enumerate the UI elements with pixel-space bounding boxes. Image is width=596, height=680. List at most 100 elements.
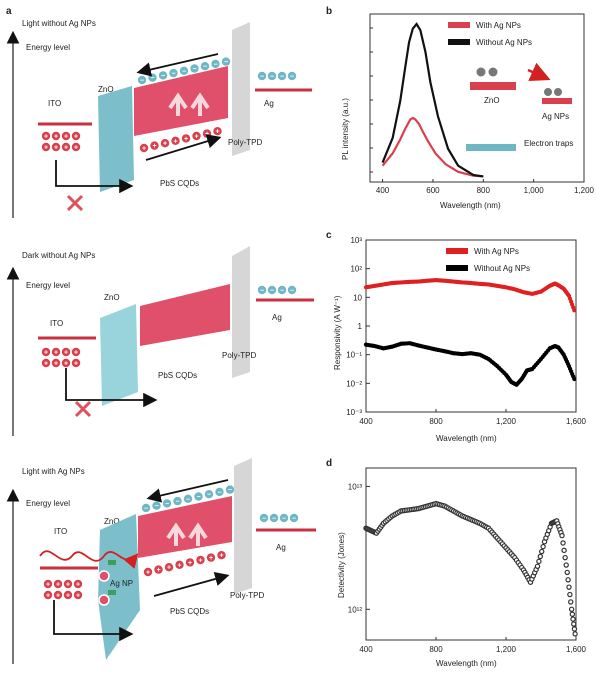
band-diagram-light-without-agnp: Light without Ag NPs Energy level ITO Zn… <box>6 19 312 218</box>
electron <box>162 499 172 508</box>
pbs-band <box>140 284 230 346</box>
x-tick-label: 400 <box>359 645 373 654</box>
ag-np-label: Ag NP <box>110 579 133 588</box>
y-tick-label: 10³ <box>350 236 362 245</box>
chart-responsivity: Responsivity (A W⁻¹) Wavelength (nm) 400… <box>333 236 587 443</box>
hole-sign: + <box>44 134 48 141</box>
electron <box>190 64 199 73</box>
electron-icon <box>544 88 552 96</box>
hole <box>175 560 184 569</box>
hole <box>192 131 201 141</box>
up-arrow-icon <box>190 92 210 116</box>
electron-sign: − <box>144 506 148 513</box>
electron <box>183 494 193 503</box>
hole-sign: + <box>177 562 181 569</box>
electron <box>267 285 277 295</box>
hole-sign: + <box>44 350 48 357</box>
electron <box>277 285 287 295</box>
electron-sign: − <box>213 61 217 68</box>
hole-sign: + <box>152 143 156 150</box>
inset-zno-bar <box>470 82 516 90</box>
hole-sign: + <box>64 361 68 368</box>
x-tick-label: 1,600 <box>566 645 587 654</box>
data-point <box>568 606 575 612</box>
electron <box>211 59 220 69</box>
zno-band <box>98 514 140 660</box>
y-axis-label: PL intensity (a.u.) <box>341 98 350 160</box>
electron <box>259 513 269 523</box>
hole-sign: + <box>184 136 188 143</box>
hole-sign: + <box>74 350 78 357</box>
legend-label: With Ag NPs <box>476 21 521 30</box>
series-line-1 <box>381 22 484 178</box>
electron-sign: − <box>203 64 207 71</box>
hole-sign: + <box>64 145 68 152</box>
up-arrow-icon <box>166 522 186 546</box>
y-tick-label: 10² <box>350 265 362 274</box>
electron <box>215 487 224 497</box>
legend: With Ag NPs Without Ag NPs <box>446 247 530 273</box>
hole <box>61 131 71 141</box>
hole <box>196 555 205 565</box>
electron-sign: − <box>270 74 274 81</box>
hole <box>171 136 180 145</box>
hole-sign: + <box>76 582 80 589</box>
x-tick-label: 1,000 <box>524 186 545 195</box>
axis-ticks: 400 800 1,200 1,600 10¹³ 10¹² <box>348 482 587 654</box>
x-tick-label: 1,600 <box>566 417 587 426</box>
data-point <box>537 553 544 560</box>
plot-frame <box>369 13 585 183</box>
series-group <box>363 278 577 387</box>
block-cross-icon <box>74 400 92 418</box>
hole-sign: + <box>74 134 78 141</box>
electron <box>173 496 182 506</box>
hole-sign: + <box>215 129 219 136</box>
hole-sign: + <box>46 593 50 600</box>
hole-flow-arrow <box>145 134 222 161</box>
electron-sign: − <box>260 74 264 81</box>
x-tick-label: 400 <box>376 186 390 195</box>
legend-swatch <box>448 39 470 45</box>
ito-hole-group: + + + + + + + + <box>41 131 81 152</box>
x-axis-label: Wavelength (nm) <box>440 201 501 210</box>
x-tick-label: 400 <box>359 417 373 426</box>
data-point <box>565 577 571 583</box>
inset-zno-label: ZnO <box>484 96 500 105</box>
electron-group: − − − − − − − − − <box>141 485 235 513</box>
hole-sign: + <box>76 593 80 600</box>
agnp-icon <box>98 594 110 606</box>
electron-icon <box>488 67 498 77</box>
y-tick-label: 10⁻² <box>346 379 362 388</box>
hole <box>51 131 61 141</box>
electron-sign: − <box>290 288 294 295</box>
electron-sign: − <box>192 66 196 73</box>
hole <box>61 347 71 357</box>
panel-letter-b: b <box>326 6 332 17</box>
electron-flow-arrow <box>146 479 229 503</box>
hole <box>71 142 81 152</box>
chart-pl-intensity: PL intensity (a.u.) Wavelength (nm) 400 6… <box>341 13 595 210</box>
y-tick-label: 10 <box>353 293 362 302</box>
electron <box>137 75 147 85</box>
zno-band <box>100 304 138 406</box>
poly-tpd-label: Poly-TPD <box>228 138 262 147</box>
up-arrow-icon <box>188 522 208 546</box>
data-point <box>571 621 577 627</box>
electron-sign: − <box>182 68 186 75</box>
hole <box>154 565 163 574</box>
inset-agnp-label: Ag NPs <box>542 112 569 121</box>
diagram-title: Light without Ag NPs <box>22 19 96 28</box>
trap-state-icon <box>108 560 116 565</box>
hole <box>63 590 73 600</box>
agnp-icon <box>98 570 110 582</box>
data-point <box>566 584 572 590</box>
hole <box>150 141 159 150</box>
x-tick-label: 1,200 <box>574 186 595 195</box>
chart-detectivity: Detectivity (Jones) Wavelength (nm) 400 8… <box>337 467 587 668</box>
hole <box>51 142 61 152</box>
electron-sign: − <box>186 496 190 503</box>
electron-sign: − <box>171 71 175 78</box>
poly-tpd-label: Poly-TPD <box>230 591 264 600</box>
axis-ticks: 400 800 1,200 1,600 10³ 10² 10 1 10⁻¹ 10⁻² 10⁻³ <box>346 236 586 426</box>
